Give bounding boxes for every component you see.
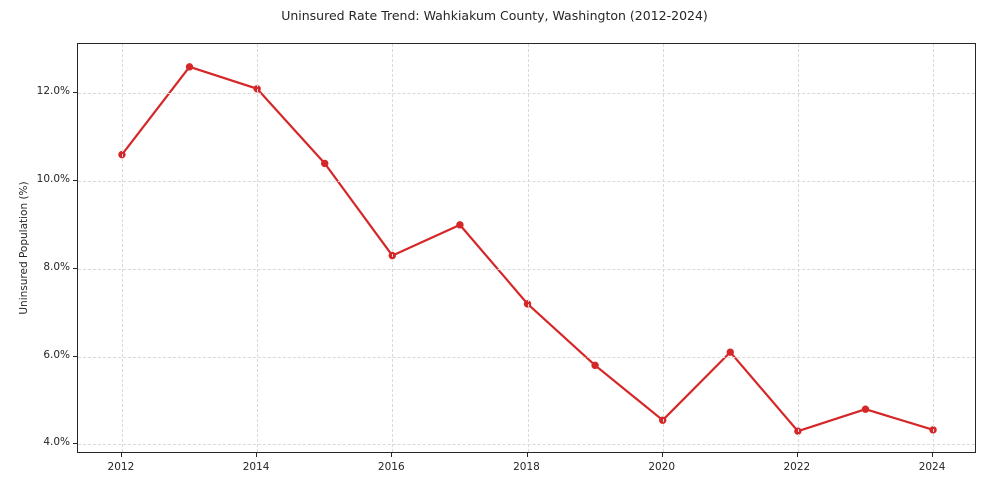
data-point-marker — [321, 159, 329, 168]
x-tick-label: 2018 — [513, 461, 540, 473]
x-gridline — [257, 44, 259, 452]
x-tick-mark — [526, 453, 528, 457]
y-gridline — [78, 268, 975, 270]
y-tick-label: 6.0% — [43, 348, 70, 361]
x-tick-mark — [120, 453, 122, 457]
data-point-marker — [523, 300, 532, 308]
data-point-marker — [726, 348, 734, 356]
x-tick-mark — [256, 453, 258, 457]
x-tick-label: 2020 — [648, 461, 676, 473]
data-point-marker — [929, 426, 937, 434]
plot-inner — [78, 44, 975, 452]
y-tick-mark — [73, 355, 77, 357]
y-gridline — [78, 93, 975, 95]
y-tick-label: 12.0% — [36, 85, 70, 98]
x-tick-mark — [391, 453, 393, 457]
data-point-marker — [185, 63, 194, 71]
x-tick-label: 2014 — [242, 461, 270, 473]
y-tick-label: 10.0% — [36, 172, 70, 185]
chart-title: Uninsured Rate Trend: Wahkiakum County, … — [281, 8, 708, 23]
y-tick-label: 8.0% — [43, 260, 70, 273]
x-tick-label: 2016 — [377, 461, 405, 473]
y-gridline — [78, 180, 975, 182]
x-gridline — [392, 44, 394, 452]
x-tick-label: 2012 — [107, 461, 135, 473]
y-gridline — [78, 444, 975, 446]
x-tick-mark — [932, 453, 934, 457]
y-tick-mark — [73, 92, 77, 94]
y-tick-mark — [73, 179, 77, 181]
y-tick-mark — [73, 443, 77, 445]
y-tick-mark — [73, 267, 77, 269]
x-gridline — [121, 44, 123, 452]
x-gridline — [933, 44, 935, 452]
y-axis-label: Uninsured Population (%) — [18, 181, 30, 315]
plot-area — [77, 43, 976, 453]
x-tick-label: 2022 — [783, 461, 811, 473]
x-gridline — [662, 44, 664, 452]
data-point-marker — [861, 405, 870, 413]
data-point-marker — [456, 221, 464, 229]
x-tick-mark — [796, 453, 798, 457]
x-tick-mark — [661, 453, 663, 457]
y-tick-label: 4.0% — [43, 436, 70, 449]
data-point-marker — [591, 361, 599, 370]
x-tick-label: 2024 — [918, 461, 946, 473]
y-gridline — [78, 356, 975, 358]
x-gridline — [527, 44, 529, 452]
x-gridline — [797, 44, 799, 452]
